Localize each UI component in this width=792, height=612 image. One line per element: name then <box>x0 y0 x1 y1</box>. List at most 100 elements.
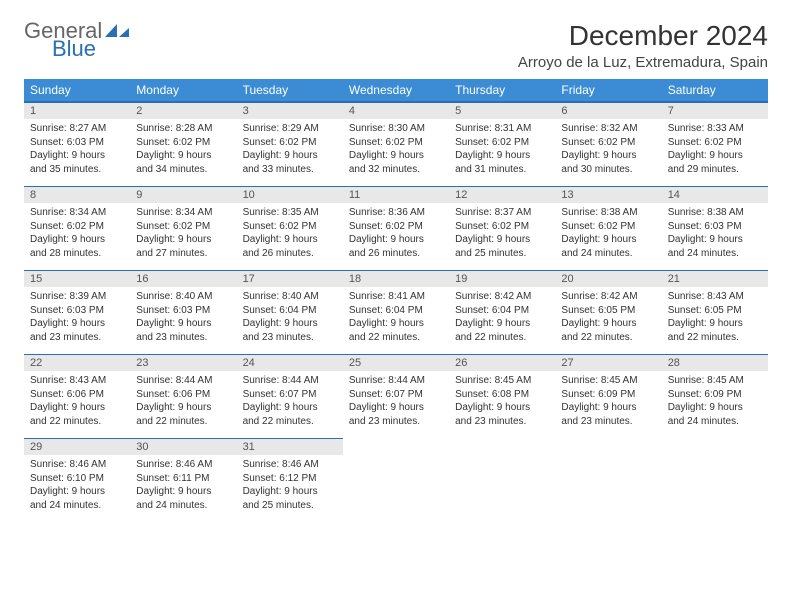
calendar-day-cell: 18Sunrise: 8:41 AMSunset: 6:04 PMDayligh… <box>343 270 449 354</box>
weekday-header: Monday <box>130 79 236 102</box>
day-content: Sunrise: 8:46 AMSunset: 6:11 PMDaylight:… <box>130 455 236 522</box>
calendar-day-cell: 22Sunrise: 8:43 AMSunset: 6:06 PMDayligh… <box>24 354 130 438</box>
calendar-week-row: 29Sunrise: 8:46 AMSunset: 6:10 PMDayligh… <box>24 438 768 522</box>
day-content: Sunrise: 8:40 AMSunset: 6:03 PMDaylight:… <box>130 287 236 354</box>
calendar-day-cell: 20Sunrise: 8:42 AMSunset: 6:05 PMDayligh… <box>555 270 661 354</box>
day-content: Sunrise: 8:42 AMSunset: 6:04 PMDaylight:… <box>449 287 555 354</box>
day-number: 14 <box>662 186 768 203</box>
calendar-day-cell: 8Sunrise: 8:34 AMSunset: 6:02 PMDaylight… <box>24 186 130 270</box>
day-number: 7 <box>662 103 768 119</box>
day-number: 2 <box>130 103 236 119</box>
day-content: Sunrise: 8:38 AMSunset: 6:02 PMDaylight:… <box>555 203 661 270</box>
calendar-day-cell: 19Sunrise: 8:42 AMSunset: 6:04 PMDayligh… <box>449 270 555 354</box>
day-number: 17 <box>237 270 343 287</box>
calendar-day-cell: 2Sunrise: 8:28 AMSunset: 6:02 PMDaylight… <box>130 102 236 186</box>
day-content: Sunrise: 8:43 AMSunset: 6:06 PMDaylight:… <box>24 371 130 438</box>
day-content: Sunrise: 8:46 AMSunset: 6:12 PMDaylight:… <box>237 455 343 522</box>
calendar-day-cell: 5Sunrise: 8:31 AMSunset: 6:02 PMDaylight… <box>449 102 555 186</box>
logo: GeneralBlue <box>24 20 131 60</box>
calendar-day-cell: 14Sunrise: 8:38 AMSunset: 6:03 PMDayligh… <box>662 186 768 270</box>
day-content: Sunrise: 8:30 AMSunset: 6:02 PMDaylight:… <box>343 119 449 186</box>
month-title: December 2024 <box>518 20 768 52</box>
calendar-day-cell: 21Sunrise: 8:43 AMSunset: 6:05 PMDayligh… <box>662 270 768 354</box>
day-number: 29 <box>24 438 130 455</box>
day-number: 25 <box>343 354 449 371</box>
calendar-week-row: 8Sunrise: 8:34 AMSunset: 6:02 PMDaylight… <box>24 186 768 270</box>
day-number: 13 <box>555 186 661 203</box>
day-number: 21 <box>662 270 768 287</box>
day-content: Sunrise: 8:41 AMSunset: 6:04 PMDaylight:… <box>343 287 449 354</box>
day-number: 9 <box>130 186 236 203</box>
day-content: Sunrise: 8:45 AMSunset: 6:08 PMDaylight:… <box>449 371 555 438</box>
weekday-header: Thursday <box>449 79 555 102</box>
calendar-day-cell: 17Sunrise: 8:40 AMSunset: 6:04 PMDayligh… <box>237 270 343 354</box>
weekday-header: Wednesday <box>343 79 449 102</box>
calendar-table: SundayMondayTuesdayWednesdayThursdayFrid… <box>24 79 768 522</box>
day-content: Sunrise: 8:33 AMSunset: 6:02 PMDaylight:… <box>662 119 768 186</box>
calendar-day-cell <box>449 438 555 522</box>
day-content: Sunrise: 8:36 AMSunset: 6:02 PMDaylight:… <box>343 203 449 270</box>
day-number: 16 <box>130 270 236 287</box>
day-content: Sunrise: 8:37 AMSunset: 6:02 PMDaylight:… <box>449 203 555 270</box>
day-content: Sunrise: 8:42 AMSunset: 6:05 PMDaylight:… <box>555 287 661 354</box>
calendar-day-cell: 16Sunrise: 8:40 AMSunset: 6:03 PMDayligh… <box>130 270 236 354</box>
location: Arroyo de la Luz, Extremadura, Spain <box>518 54 768 71</box>
day-number: 30 <box>130 438 236 455</box>
calendar-header-row: SundayMondayTuesdayWednesdayThursdayFrid… <box>24 79 768 102</box>
day-content: Sunrise: 8:35 AMSunset: 6:02 PMDaylight:… <box>237 203 343 270</box>
calendar-day-cell: 15Sunrise: 8:39 AMSunset: 6:03 PMDayligh… <box>24 270 130 354</box>
day-content: Sunrise: 8:43 AMSunset: 6:05 PMDaylight:… <box>662 287 768 354</box>
day-content: Sunrise: 8:44 AMSunset: 6:06 PMDaylight:… <box>130 371 236 438</box>
logo-text-blue: Blue <box>52 38 131 60</box>
day-content: Sunrise: 8:34 AMSunset: 6:02 PMDaylight:… <box>130 203 236 270</box>
day-content: Sunrise: 8:45 AMSunset: 6:09 PMDaylight:… <box>555 371 661 438</box>
day-number: 4 <box>343 103 449 119</box>
calendar-day-cell: 28Sunrise: 8:45 AMSunset: 6:09 PMDayligh… <box>662 354 768 438</box>
day-number: 24 <box>237 354 343 371</box>
day-number: 28 <box>662 354 768 371</box>
day-content: Sunrise: 8:40 AMSunset: 6:04 PMDaylight:… <box>237 287 343 354</box>
calendar-day-cell: 6Sunrise: 8:32 AMSunset: 6:02 PMDaylight… <box>555 102 661 186</box>
day-number: 12 <box>449 186 555 203</box>
day-number: 19 <box>449 270 555 287</box>
day-content: Sunrise: 8:27 AMSunset: 6:03 PMDaylight:… <box>24 119 130 186</box>
calendar-week-row: 1Sunrise: 8:27 AMSunset: 6:03 PMDaylight… <box>24 102 768 186</box>
day-number: 11 <box>343 186 449 203</box>
calendar-day-cell <box>555 438 661 522</box>
calendar-day-cell: 31Sunrise: 8:46 AMSunset: 6:12 PMDayligh… <box>237 438 343 522</box>
day-content: Sunrise: 8:38 AMSunset: 6:03 PMDaylight:… <box>662 203 768 270</box>
day-number: 10 <box>237 186 343 203</box>
title-block: December 2024 Arroyo de la Luz, Extremad… <box>518 20 768 71</box>
day-number: 5 <box>449 103 555 119</box>
calendar-day-cell: 1Sunrise: 8:27 AMSunset: 6:03 PMDaylight… <box>24 102 130 186</box>
calendar-day-cell: 29Sunrise: 8:46 AMSunset: 6:10 PMDayligh… <box>24 438 130 522</box>
day-number: 23 <box>130 354 236 371</box>
day-content: Sunrise: 8:39 AMSunset: 6:03 PMDaylight:… <box>24 287 130 354</box>
header: GeneralBlue December 2024 Arroyo de la L… <box>24 20 768 71</box>
day-content: Sunrise: 8:45 AMSunset: 6:09 PMDaylight:… <box>662 371 768 438</box>
day-content: Sunrise: 8:32 AMSunset: 6:02 PMDaylight:… <box>555 119 661 186</box>
day-number: 26 <box>449 354 555 371</box>
calendar-day-cell: 3Sunrise: 8:29 AMSunset: 6:02 PMDaylight… <box>237 102 343 186</box>
weekday-header: Saturday <box>662 79 768 102</box>
calendar-week-row: 22Sunrise: 8:43 AMSunset: 6:06 PMDayligh… <box>24 354 768 438</box>
calendar-day-cell: 26Sunrise: 8:45 AMSunset: 6:08 PMDayligh… <box>449 354 555 438</box>
calendar-day-cell: 12Sunrise: 8:37 AMSunset: 6:02 PMDayligh… <box>449 186 555 270</box>
weekday-header: Friday <box>555 79 661 102</box>
calendar-day-cell: 11Sunrise: 8:36 AMSunset: 6:02 PMDayligh… <box>343 186 449 270</box>
day-content: Sunrise: 8:44 AMSunset: 6:07 PMDaylight:… <box>237 371 343 438</box>
day-number: 27 <box>555 354 661 371</box>
day-number: 15 <box>24 270 130 287</box>
day-number: 31 <box>237 438 343 455</box>
calendar-day-cell: 30Sunrise: 8:46 AMSunset: 6:11 PMDayligh… <box>130 438 236 522</box>
weekday-header: Tuesday <box>237 79 343 102</box>
calendar-day-cell: 9Sunrise: 8:34 AMSunset: 6:02 PMDaylight… <box>130 186 236 270</box>
day-number: 20 <box>555 270 661 287</box>
calendar-day-cell: 27Sunrise: 8:45 AMSunset: 6:09 PMDayligh… <box>555 354 661 438</box>
day-number: 22 <box>24 354 130 371</box>
calendar-day-cell: 25Sunrise: 8:44 AMSunset: 6:07 PMDayligh… <box>343 354 449 438</box>
weekday-header: Sunday <box>24 79 130 102</box>
calendar-day-cell: 10Sunrise: 8:35 AMSunset: 6:02 PMDayligh… <box>237 186 343 270</box>
day-number: 8 <box>24 186 130 203</box>
day-content: Sunrise: 8:29 AMSunset: 6:02 PMDaylight:… <box>237 119 343 186</box>
